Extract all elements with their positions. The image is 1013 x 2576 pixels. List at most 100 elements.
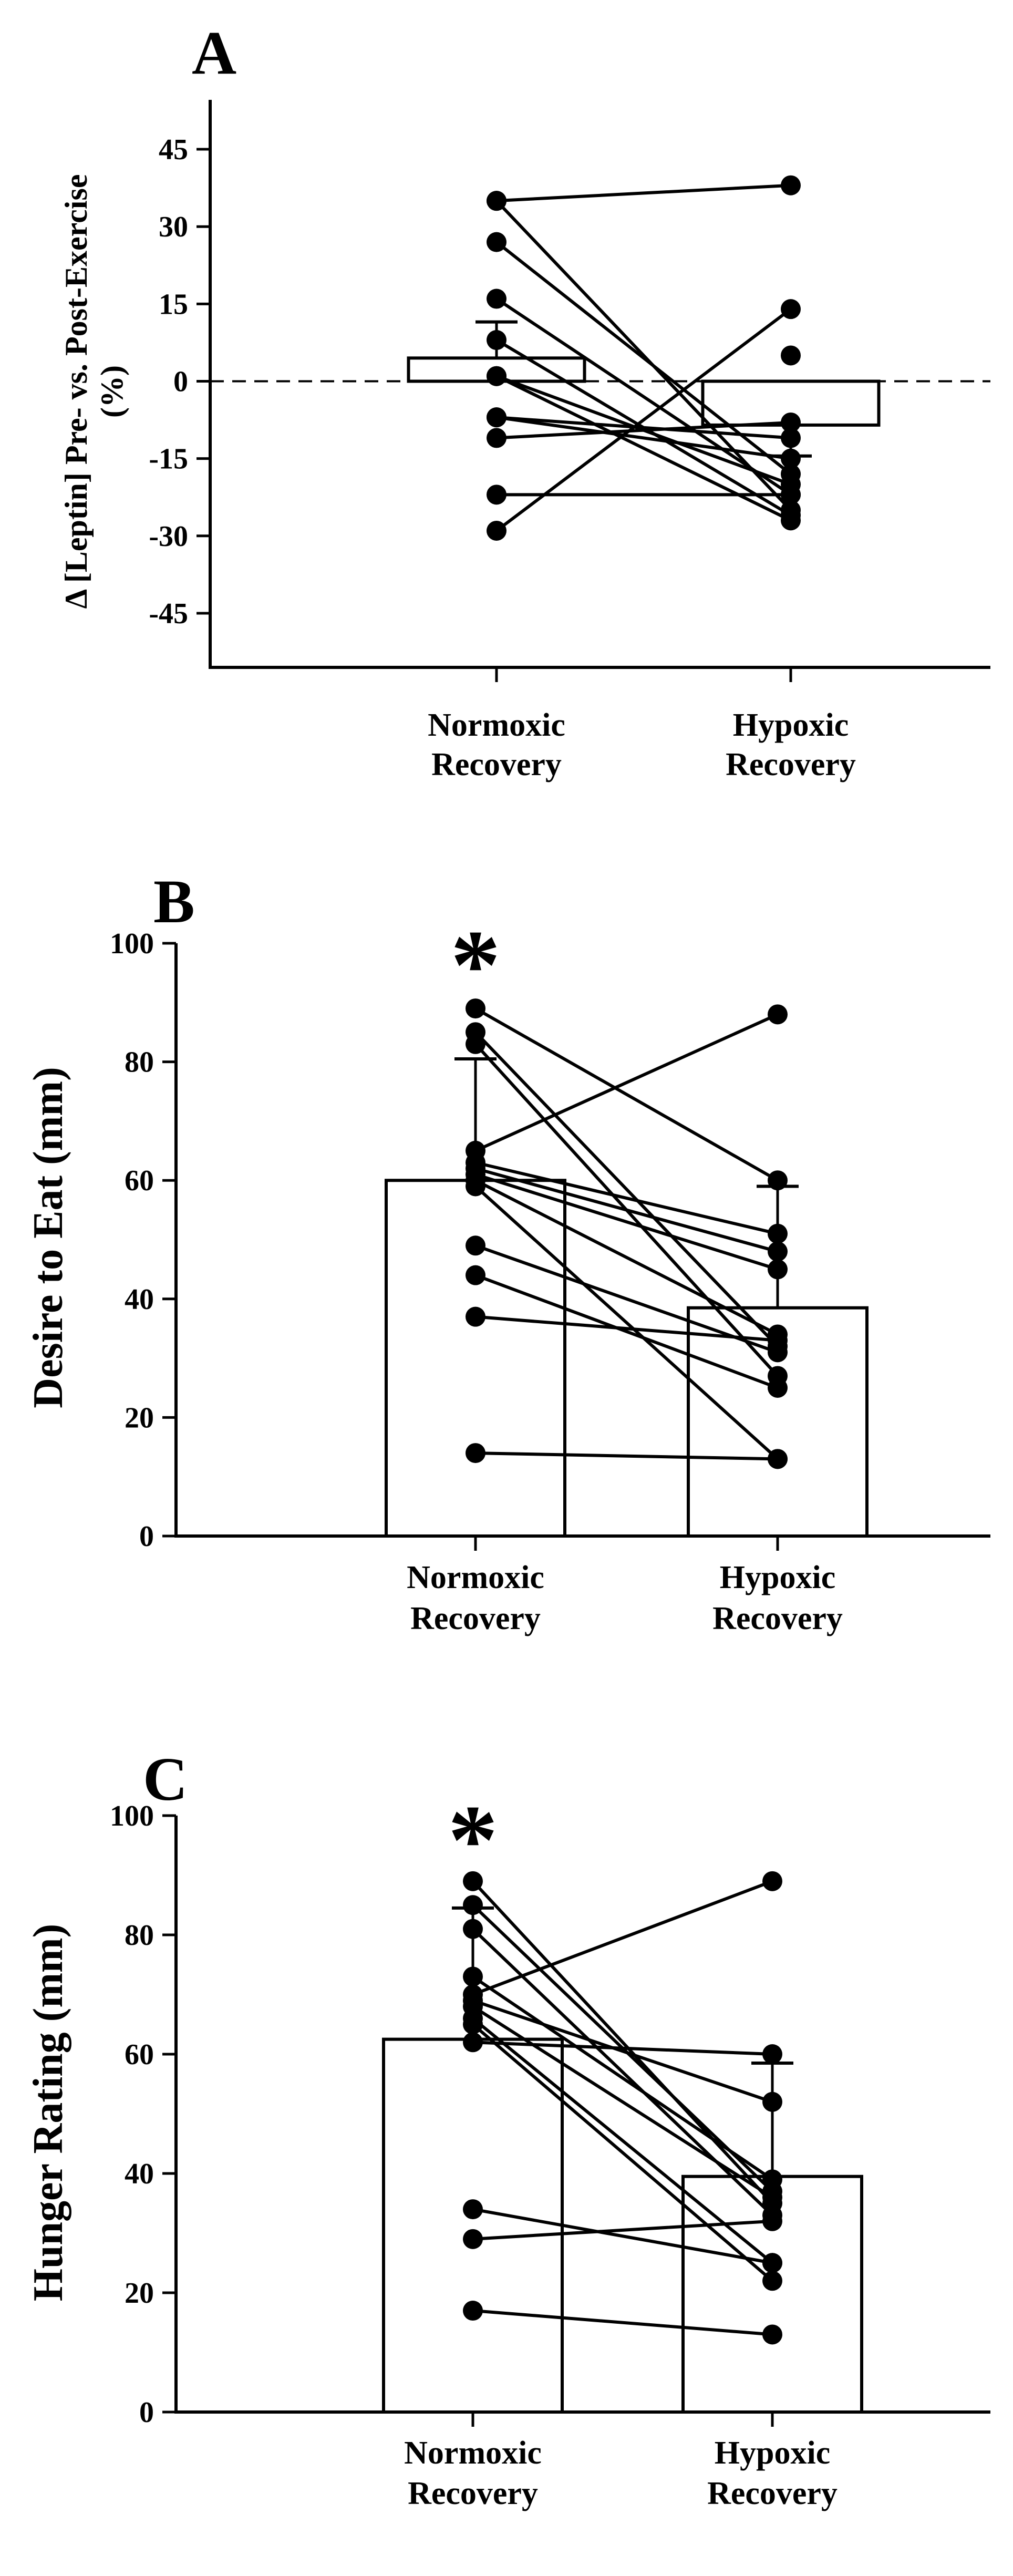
paired-line <box>472 2208 773 2265</box>
data-point-normoxic <box>487 407 506 428</box>
plot-area: -45 -30 -15 0 15 30 45 <box>149 100 990 682</box>
data-point-hypoxic <box>768 1241 788 1262</box>
data-point-hypoxic <box>762 2324 782 2345</box>
panel-letter: A <box>192 18 236 87</box>
y-axis-title-line2: (%) <box>95 365 129 418</box>
data-point-normoxic <box>487 232 506 252</box>
paired-line <box>496 416 791 460</box>
y-tick-label: -45 <box>149 597 188 630</box>
data-point-hypoxic <box>781 485 801 505</box>
plot-area: 0 20 40 60 80 100 <box>110 1800 990 2429</box>
bar <box>382 2037 564 2414</box>
data-point-hypoxic <box>781 175 801 195</box>
paired-line <box>472 1975 773 2181</box>
paired-line <box>472 2017 773 2264</box>
category-label-line2: Recovery <box>712 1601 843 1636</box>
y-tick-label: 40 <box>125 2158 154 2190</box>
category-label-line1: Hypoxic <box>733 707 849 743</box>
y-tick-label: 80 <box>125 1919 154 1952</box>
y-tick-label: 30 <box>159 211 188 243</box>
data-point-normoxic <box>487 288 506 309</box>
y-tick-label: 100 <box>110 928 154 960</box>
category-label-line2: Recovery <box>431 747 562 782</box>
y-tick-label: -30 <box>149 520 188 553</box>
y-tick-label: 0 <box>139 2396 154 2429</box>
category-label-line2: Recovery <box>707 2476 838 2511</box>
paired-line <box>474 1031 779 1348</box>
panel-letter: B <box>153 867 195 936</box>
data-point-hypoxic <box>762 2187 782 2208</box>
paired-line <box>472 2309 773 2336</box>
paired-line <box>475 1244 778 1354</box>
data-point-normoxic <box>487 330 506 351</box>
paired-line <box>474 1273 779 1389</box>
category-label-line1: Hypoxic <box>715 2435 830 2471</box>
category-label-line1: Normoxic <box>404 2435 542 2471</box>
y-axis-title: Desire to Eat (mm) <box>25 1067 71 1408</box>
data-point-normoxic <box>487 428 506 448</box>
data-point-normoxic <box>463 1871 483 1891</box>
data-point-hypoxic <box>781 299 801 320</box>
category-label-line2: Recovery <box>408 2476 538 2511</box>
paired-line <box>495 374 792 522</box>
data-point-hypoxic <box>762 2211 782 2231</box>
data-point-normoxic <box>466 1306 485 1327</box>
data-point-normoxic <box>463 2229 483 2249</box>
bar <box>385 1179 566 1538</box>
data-point-normoxic <box>463 1919 483 1939</box>
data-point-normoxic <box>466 1443 485 1464</box>
data-point-hypoxic <box>762 1871 782 1891</box>
y-tick-label: 0 <box>173 366 188 398</box>
data-point-hypoxic <box>768 1259 788 1280</box>
paired-line <box>472 2041 773 2056</box>
paired-line <box>475 1315 778 1342</box>
paired-line <box>475 1167 778 1253</box>
category-label-line1: Hypoxic <box>720 1560 835 1595</box>
y-axis-title: Hunger Rating (mm) <box>25 1924 71 2301</box>
data-point-hypoxic <box>781 510 801 531</box>
paired-line <box>472 1999 773 2104</box>
data-point-hypoxic <box>781 412 801 432</box>
data-point-normoxic <box>463 2014 483 2035</box>
y-tick-label: 15 <box>159 288 188 321</box>
data-point-normoxic <box>466 1235 485 1256</box>
paired-line <box>474 1007 779 1182</box>
data-point-normoxic <box>463 2301 483 2321</box>
data-point-normoxic <box>463 2199 483 2220</box>
y-axis-title-line1: Desire to Eat (mm) <box>25 1067 71 1408</box>
category-label-line1: Normoxic <box>407 1560 544 1595</box>
data-point-hypoxic <box>762 2271 782 2291</box>
y-tick-label: 80 <box>125 1046 154 1079</box>
paired-line <box>496 183 791 203</box>
paired-line <box>495 297 792 496</box>
y-axis-title-line1: Δ [Leptin] Pre- vs. Post-Exercise <box>59 174 94 609</box>
data-point-normoxic <box>487 520 506 541</box>
paired-line <box>496 420 791 440</box>
data-point-normoxic <box>463 2032 483 2053</box>
data-point-hypoxic <box>762 2044 782 2064</box>
data-point-hypoxic <box>768 1004 788 1025</box>
paired-line <box>472 2219 773 2241</box>
y-tick-label: -15 <box>149 443 188 476</box>
paired-line <box>471 1880 774 2204</box>
y-tick-label: 45 <box>159 133 188 166</box>
data-point-normoxic <box>466 1265 485 1285</box>
panel-letter: C <box>143 1745 188 1813</box>
paired-line <box>496 416 791 440</box>
paired-line <box>472 2005 773 2199</box>
data-point-normoxic <box>487 485 506 505</box>
data-point-hypoxic <box>768 1330 788 1351</box>
paired-line <box>475 1451 778 1461</box>
plot-area: 0 20 40 60 80 100 <box>110 928 990 1553</box>
y-axis-title: Δ [Leptin] Pre- vs. Post-Exercise (%) <box>59 174 129 609</box>
paired-line <box>472 2023 773 2282</box>
paired-line <box>475 1173 778 1271</box>
data-point-normoxic <box>463 1895 483 1915</box>
data-point-normoxic <box>487 366 506 386</box>
y-tick-label: 0 <box>139 1520 154 1553</box>
y-axis-title-line1: Hunger Rating (mm) <box>25 1924 71 2301</box>
paired-line <box>474 1179 779 1336</box>
